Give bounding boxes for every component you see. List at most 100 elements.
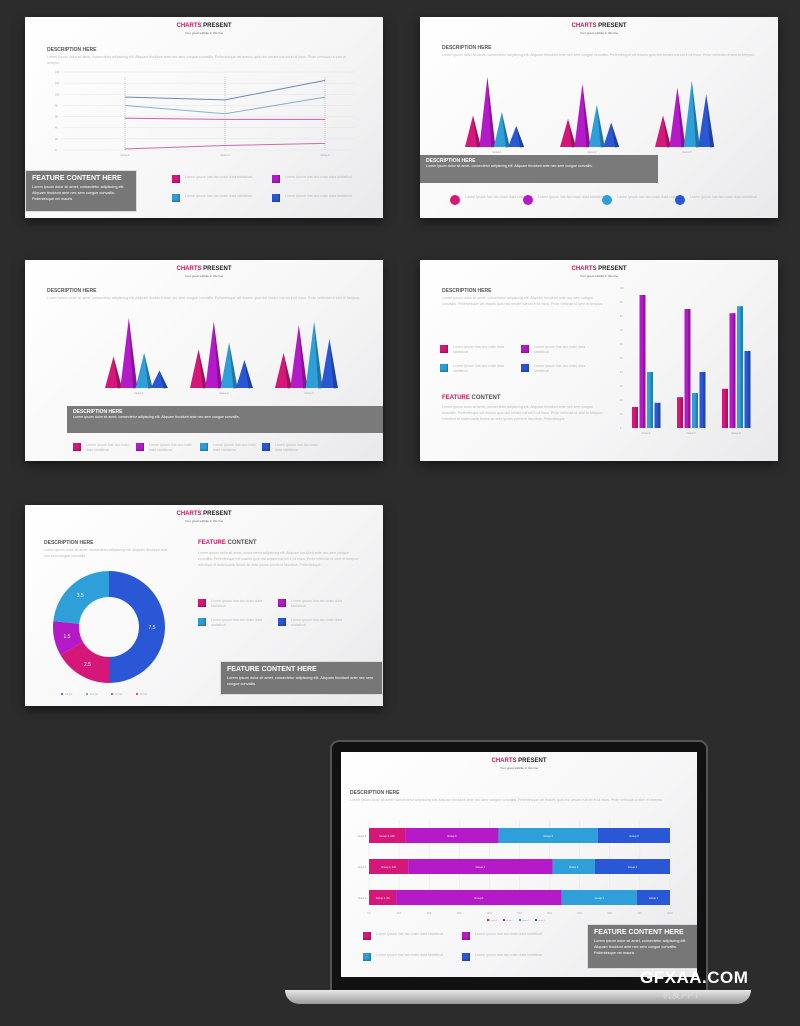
legend-swatch: [487, 919, 489, 921]
slide-line-chart: CHARTS PRESENT Your great subtitle in th…: [25, 17, 383, 218]
legend-label: 1st Qtr: [65, 693, 73, 696]
chart-mark: [683, 80, 700, 147]
chart-mark-shade: [159, 370, 168, 389]
chart-mark: [698, 94, 715, 147]
series-line: [124, 96, 326, 115]
chart-mark-shade: [144, 353, 153, 389]
legend-swatch: [272, 175, 280, 183]
slide-title: CHARTS PRESENT: [176, 266, 232, 272]
description-title: DESCRIPTION HERE: [350, 790, 400, 796]
chart-mark-shade: [663, 115, 671, 148]
slide-stacked-bar-chart: CHARTS PRESENT Your great subtitle in th…: [341, 752, 697, 977]
chart-mark-shade: [283, 353, 292, 389]
legend-swatch: [200, 443, 208, 451]
y-tick-label: 0: [55, 149, 57, 152]
globe-icon: [602, 195, 612, 205]
series-line: [124, 142, 326, 150]
stacked-segment: [405, 828, 499, 843]
column-bar: [677, 397, 683, 428]
x-tick-label: Group 1: [641, 432, 651, 435]
column-bar: [737, 306, 743, 428]
description-title: DESCRIPTION HERE: [442, 288, 492, 294]
description-box: DESCRIPTION HERE Lorem ipsum dolor sit am…: [67, 406, 383, 433]
stacked-segment: [498, 828, 598, 843]
legend-swatch: [172, 194, 180, 202]
legend-text: Lorem Ipsum has two main data statistica…: [690, 195, 757, 199]
chart-mark: [305, 321, 323, 388]
line-chart: 0 20 40 60 80 100 120 140 Group 1 Group 2 Group 3: [55, 71, 355, 157]
legend-text: Lorem Ipsum has two main data statistica…: [213, 443, 257, 452]
chart-mark-shade: [244, 360, 253, 389]
legend-swatch: [521, 364, 529, 372]
column-bar-shade: [748, 351, 751, 428]
y-tick-label: 30: [620, 386, 623, 388]
chart-mark: [603, 122, 620, 147]
y-tick-label: 0: [620, 428, 622, 430]
slide-subtitle: Your great subtitle in this line: [184, 519, 224, 523]
chart-mark: [120, 318, 138, 388]
x-tick-label: Group 2: [686, 432, 696, 435]
chart-mark-shade: [113, 356, 122, 389]
segment-label: Group 3: [543, 834, 553, 838]
x-tick-label: 80%: [607, 913, 612, 915]
segment-label: Group 1: [474, 896, 484, 900]
x-tick-label: Group 2: [220, 154, 230, 157]
slide-subtitle: Your great subtitle in this line: [579, 31, 619, 35]
stacked-segment: [369, 859, 409, 874]
legend-swatch: [440, 345, 448, 353]
legend-text: Lorem Ipsum has two main data statistica…: [534, 345, 586, 354]
y-tick-label: 100: [620, 288, 625, 290]
chart-mark-shade: [691, 80, 700, 148]
chart-mark: [493, 112, 510, 147]
y-tick-label: Group 3: [358, 835, 367, 838]
segment-label: Group 2: [569, 865, 579, 869]
column-bar: [722, 388, 728, 428]
x-tick-label: Group 2: [587, 151, 597, 154]
x-tick-label: Group 1: [492, 151, 502, 154]
stacked-segment: [369, 828, 406, 843]
slice-label: 7.5: [149, 625, 156, 631]
legend-text: Lorem Ipsum has two main data statistica…: [185, 175, 252, 179]
y-tick-label: 50: [620, 358, 623, 360]
column-bar: [699, 372, 706, 428]
feature-heading: FEATURE CONTENT: [198, 540, 257, 546]
column-bar-shade: [688, 309, 691, 428]
legend-swatch: [198, 599, 206, 607]
x-tick-label: 60%: [547, 913, 552, 915]
chart-mark: [220, 342, 238, 388]
legend-swatch: [278, 599, 286, 607]
chart-mark: [508, 126, 525, 147]
slide-subtitle: Your great subtitle in this line: [499, 766, 539, 770]
x-tick-label: 10%: [397, 913, 402, 915]
gear-icon: [675, 195, 685, 205]
y-tick-label: 140: [55, 71, 60, 74]
legend-text: Lorem Ipsum has two main data statistica…: [475, 953, 542, 957]
chart-mark: [275, 353, 292, 388]
segment-label: Group 1: [649, 896, 659, 900]
y-tick-label: 80: [620, 316, 623, 318]
chart-mark: [190, 349, 207, 388]
slice-label: 3.5: [77, 593, 84, 599]
slice-label: 2.5: [84, 662, 91, 668]
chart-mark-shade: [596, 105, 605, 148]
legend-swatch: [503, 919, 505, 921]
y-tick-label: 90: [620, 302, 623, 304]
chart-mark: [150, 370, 168, 388]
column-bar-shade: [680, 397, 683, 428]
x-tick-label: 50%: [517, 913, 522, 915]
legend-text: Lorem Ipsum has two main data statistica…: [617, 195, 684, 199]
y-tick-label: 40: [620, 372, 623, 374]
y-tick-label: Group 1: [358, 897, 367, 900]
chart-mark-shade: [516, 126, 525, 148]
column-bar-shade: [725, 388, 728, 428]
column-bar: [654, 402, 661, 428]
description-text: Lorem ipsum dolor sit amet, consectetur …: [350, 798, 664, 802]
chart-mark-shade: [501, 112, 510, 148]
chart-icon: [523, 195, 533, 205]
description-title: DESCRIPTION HERE: [47, 47, 97, 53]
legend-label: Series 2: [506, 920, 514, 922]
stacked-segment: [396, 890, 562, 905]
legend-text: Lorem Ipsum has two main data statistica…: [211, 599, 263, 608]
column-bar-shade: [643, 295, 646, 428]
legend-label: Series 3: [522, 920, 530, 922]
